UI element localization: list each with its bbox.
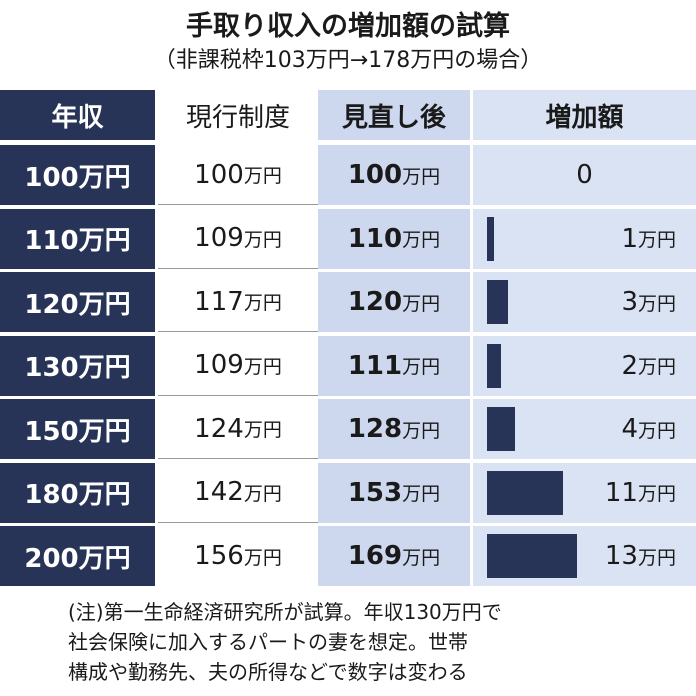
- revised-value: 120: [347, 287, 403, 317]
- income-cell: 150万円: [0, 399, 155, 459]
- unit: 万円: [243, 355, 282, 378]
- revised-value: 153: [347, 477, 403, 508]
- header-cell: 増加額: [473, 90, 696, 140]
- income-cell: 180万円: [0, 462, 155, 523]
- title: 手取り収入の増加額の試算: [186, 11, 510, 42]
- note-line: (注)第一生命経済研究所が試算。年収130万円で: [68, 600, 502, 624]
- current-cell: 109 万円: [158, 335, 318, 396]
- unit: 万円: [637, 292, 676, 315]
- increase-bar: [487, 534, 577, 578]
- revised-cell: 153 万円: [318, 462, 470, 523]
- increase-bar: [487, 470, 563, 515]
- unit: 万円: [402, 483, 441, 505]
- revised-cell: 128 万円: [318, 399, 470, 459]
- header-cell: 年収: [0, 90, 155, 140]
- increase-value: 2: [621, 350, 638, 381]
- income-cell: 200万円: [0, 526, 155, 586]
- note-line: 社会保険に加入するパートの妻を想定。世帯: [68, 630, 468, 654]
- increase-bar: [487, 216, 494, 261]
- income: 120万円: [24, 289, 131, 320]
- unit: 万円: [243, 228, 282, 251]
- revised-cell: 110 万円: [318, 208, 470, 269]
- unit: 万円: [637, 356, 676, 378]
- increase-cell: 2 万円: [473, 335, 696, 396]
- current-cell: 124 万円: [158, 399, 318, 459]
- revised-value: 100: [347, 160, 403, 190]
- increase-cell: 4 万円: [473, 399, 696, 459]
- unit: 万円: [243, 419, 282, 441]
- current-cell: 156 万円: [158, 526, 318, 586]
- increase-value: 11: [604, 477, 638, 508]
- revised-value: 110: [347, 223, 403, 254]
- current-cell: 100 万円: [158, 145, 318, 205]
- increase-value: 0: [576, 160, 593, 190]
- income: 150万円: [24, 416, 131, 447]
- increase-cell: 1 万円: [473, 208, 696, 269]
- unit: 万円: [637, 419, 676, 442]
- unit: 万円: [402, 356, 441, 378]
- current-cell: 117 万円: [158, 272, 318, 332]
- increase-value: 1: [621, 223, 638, 254]
- unit: 万円: [243, 482, 282, 505]
- increase-bar: [487, 343, 501, 388]
- increase-bar: [487, 407, 515, 451]
- revised-cell: 169 万円: [318, 526, 470, 586]
- increase-cell: 13 万円: [473, 526, 696, 586]
- current-cell: 142 万円: [158, 462, 318, 523]
- income-cell: 110万円: [0, 208, 155, 269]
- income: 100万円: [24, 162, 131, 193]
- unit: 万円: [402, 419, 441, 442]
- income: 110万円: [24, 226, 131, 256]
- header-cell: 現行制度: [158, 90, 318, 140]
- current-cell: 109 万円: [158, 208, 318, 269]
- increase-value: 3: [621, 287, 638, 317]
- unit: 万円: [402, 546, 441, 569]
- revised-cell: 100 万円: [318, 145, 470, 205]
- income: 180万円: [24, 480, 131, 510]
- increase-cell: 3 万円: [473, 272, 696, 332]
- unit: 万円: [243, 165, 282, 187]
- increase-cell: 0: [473, 145, 696, 205]
- unit: 万円: [637, 483, 676, 505]
- increase-bar: [487, 280, 508, 324]
- current-value: 109: [194, 223, 244, 253]
- current-value: 117: [194, 286, 244, 317]
- unit: 万円: [637, 546, 676, 569]
- revised-cell: 120 万円: [318, 272, 470, 332]
- current-value: 142: [194, 477, 244, 507]
- income: 200万円: [24, 543, 131, 574]
- increase-cell: 11 万円: [473, 462, 696, 523]
- revised-value: 111: [347, 350, 403, 381]
- subtitle: （非課税枠103万円→178万円の場合）: [153, 48, 543, 73]
- increase-value: 4: [621, 414, 638, 444]
- revised-value: 169: [347, 541, 403, 571]
- income: 130万円: [24, 353, 131, 383]
- header-cell: 見直し後: [318, 90, 470, 140]
- revised-cell: 111 万円: [318, 335, 470, 396]
- unit: 万円: [402, 165, 441, 188]
- unit: 万円: [243, 546, 282, 569]
- current-value: 109: [194, 350, 244, 380]
- unit: 万円: [637, 229, 676, 251]
- unit: 万円: [402, 292, 441, 315]
- income-cell: 130万円: [0, 335, 155, 396]
- note-line: 構成や勤務先、夫の所得などで数字は変わる: [68, 660, 468, 684]
- unit: 万円: [243, 292, 282, 314]
- current-value: 124: [194, 413, 244, 444]
- current-value: 100: [194, 159, 244, 190]
- current-value: 156: [194, 541, 244, 571]
- unit: 万円: [402, 229, 441, 251]
- revised-value: 128: [347, 414, 403, 444]
- income-cell: 100万円: [0, 145, 155, 205]
- increase-value: 13: [604, 541, 638, 571]
- income-cell: 120万円: [0, 272, 155, 332]
